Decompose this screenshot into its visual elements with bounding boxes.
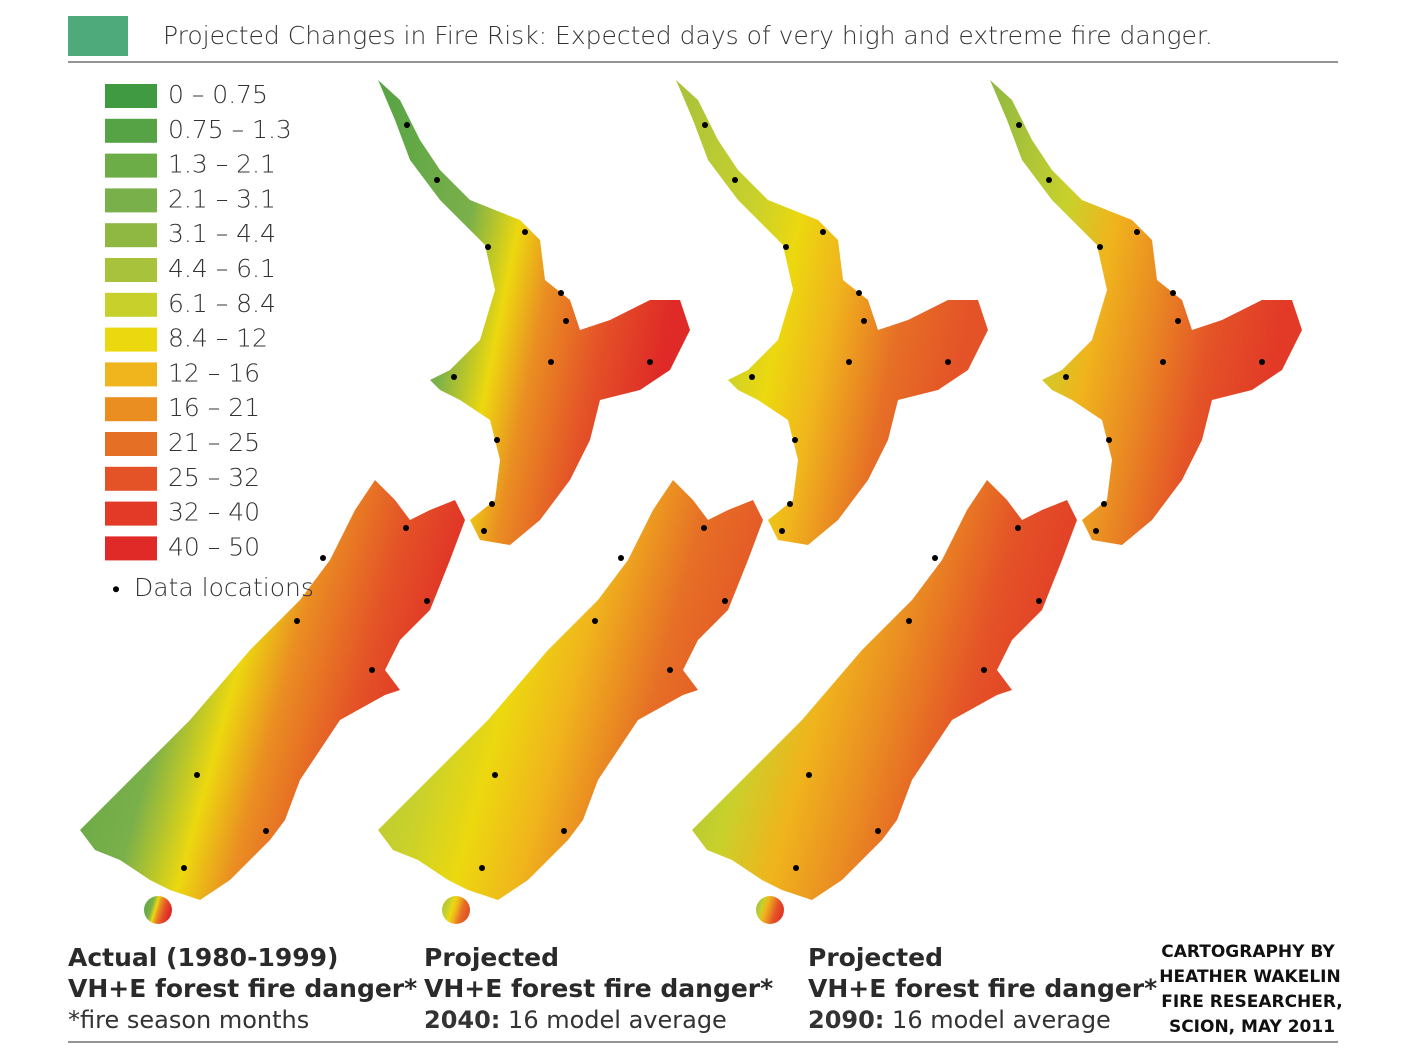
legend-label: 25 – 32 [168,463,260,492]
legend-label: 2.1 – 3.1 [168,184,276,213]
header-swatch [68,16,128,56]
legend-swatch [105,84,157,108]
legend-swatch [105,501,157,526]
credit-line: HEATHER WAKELIN [1159,967,1340,987]
legend-swatch [105,118,157,143]
panel-note: *fire season months [68,1006,309,1034]
legend-swatch [105,153,157,178]
credit-line: CARTOGRAPHY BY [1161,942,1335,962]
legend-label: 12 – 16 [168,358,260,387]
credit-line: FIRE RESEARCHER, [1161,992,1343,1012]
legend-swatch [105,397,157,422]
legend-swatch [105,258,157,282]
legend-label: 16 – 21 [168,393,260,422]
credit-line: SCION, MAY 2011 [1169,1017,1335,1037]
legend-swatch [105,536,157,561]
legend-label: 32 – 40 [168,498,260,527]
legend-dot [113,586,119,593]
panel-year: 2040: [424,1006,500,1034]
legend-label: 6.1 – 8.4 [168,289,276,318]
legend-swatch [105,362,157,387]
panel-note: 2040: 16 model average [424,1006,727,1034]
panel-year: 2090: [808,1006,884,1034]
legend-swatch [105,292,157,317]
legend: 0 – 0.75 0.75 – 1.3 1.3 – 2.1 2.1 – 3.1 3.1 … [105,80,314,602]
panel-subtitle: VH+E forest fire danger* [808,974,1157,1003]
panel-1-caption: Actual (1980-1999) VH+E forest fire dang… [68,943,417,1034]
panel-note-text: 16 model average [508,1006,727,1034]
panel-title: Projected [424,943,559,972]
panel-subtitle: VH+E forest fire danger* [68,974,417,1003]
legend-label: 3.1 – 4.4 [168,219,276,248]
legend-label: 4.4 – 6.1 [168,254,276,283]
panel-note: 2090: 16 model average [808,1006,1111,1034]
legend-note: Data locations [134,573,314,602]
legend-label: 0.75 – 1.3 [168,115,292,144]
panel-title: Actual (1980-1999) [68,943,338,972]
panel-2-caption: Projected VH+E forest fire danger* 2040:… [424,943,773,1034]
legend-label: 8.4 – 12 [168,324,268,353]
panel-title: Projected [808,943,943,972]
credit: CARTOGRAPHY BY HEATHER WAKELIN FIRE RESE… [1159,942,1343,1037]
panel-3-caption: Projected VH+E forest fire danger* 2090:… [808,943,1157,1034]
legend-label: 40 – 50 [168,532,260,561]
legend-swatch [105,223,157,248]
panel-subtitle: VH+E forest fire danger* [424,974,773,1003]
legend-swatch [105,432,157,456]
legend-swatch [105,466,157,491]
legend-label: 21 – 25 [168,428,260,457]
legend-label: 0 – 0.75 [168,80,268,109]
header-title: Projected Changes in Fire Risk: Expected… [163,21,1213,50]
legend-label: 1.3 – 2.1 [168,150,276,179]
panel-note-text: 16 model average [892,1006,1111,1034]
legend-swatch [105,327,157,352]
legend-swatch [105,188,157,213]
